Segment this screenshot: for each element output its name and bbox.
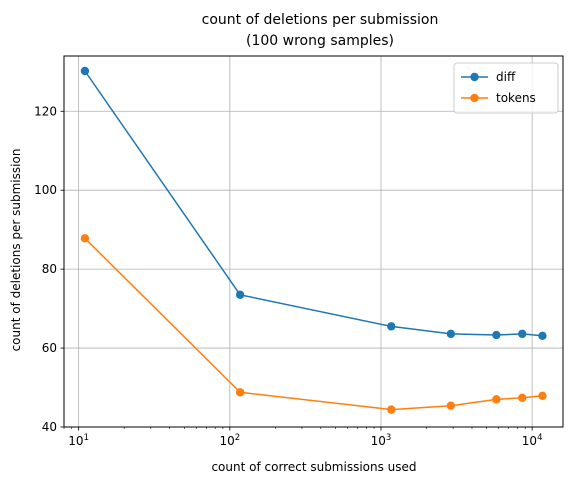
x-tick-label: 102 (219, 433, 240, 448)
y-axis-label: count of deletions per submission (9, 149, 23, 352)
y-tick-label: 60 (42, 341, 57, 355)
ticks: 101 102 103 104 40 60 80 100 120 (34, 104, 542, 448)
data-point-diff (492, 330, 501, 340)
legend: diff tokens (453, 62, 559, 114)
x-tick-label: 101 (68, 433, 89, 448)
data-point-diff (538, 331, 547, 341)
data-point-diff (518, 329, 527, 339)
data-point-diff (387, 322, 396, 331)
y-tick-label: 40 (42, 420, 57, 434)
legend-label-tokens: tokens (496, 91, 536, 105)
data-point-tokens (538, 391, 547, 401)
data-point-tokens (387, 405, 396, 414)
data-point-diff (80, 66, 90, 76)
legend-marker-tokens (470, 93, 479, 103)
legend-marker-diff (470, 72, 479, 82)
chart-subtitle: (100 wrong samples) (246, 33, 394, 49)
legend-entries: diff tokens (461, 70, 536, 105)
series-layer (80, 66, 547, 414)
data-point-tokens (518, 393, 527, 402)
x-tick-label: 103 (371, 433, 392, 448)
chart-title: count of deletions per submission (202, 12, 439, 28)
y-tick-label: 80 (42, 262, 57, 276)
legend-label-diff: diff (496, 70, 516, 84)
data-point-diff (446, 329, 456, 339)
data-point-tokens (235, 388, 245, 397)
data-point-diff (235, 290, 245, 299)
x-tick-label: 104 (522, 433, 543, 448)
legend-box (453, 62, 559, 114)
plot-frame (63, 55, 564, 428)
grid (64, 56, 563, 428)
y-tick-label: 100 (34, 183, 57, 197)
data-point-tokens (446, 401, 456, 410)
data-point-tokens (80, 234, 90, 243)
y-tick-label: 120 (34, 104, 57, 118)
data-point-tokens (492, 395, 501, 404)
x-axis-label: count of correct submissions used (211, 460, 416, 474)
